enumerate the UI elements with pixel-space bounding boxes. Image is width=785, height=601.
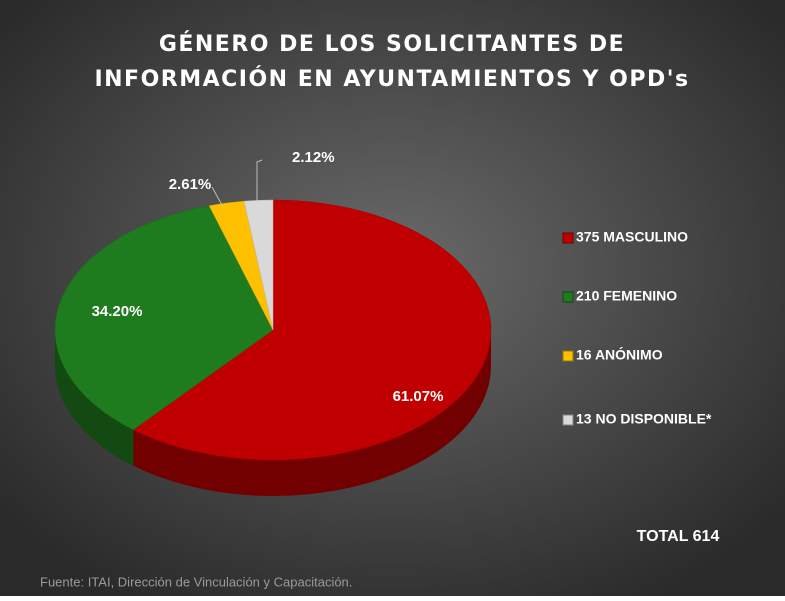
legend-label: 13 NO DISPONIBLE*	[576, 411, 712, 427]
total-annotation: TOTAL 614	[637, 528, 720, 545]
chart-title: GÉNERO DE LOS SOLICITANTES DE	[159, 31, 625, 57]
legend-swatch	[562, 291, 574, 303]
legend-label: 375 MASCULINO	[576, 229, 688, 245]
slice-side	[133, 330, 491, 497]
data-label: 2.12%	[292, 149, 335, 166]
leader-line	[256, 159, 263, 200]
legend-label: 210 FEMENINO	[576, 288, 677, 304]
legend-swatch	[562, 232, 574, 244]
source-note: Fuente: ITAI, Dirección de Vinculación y…	[40, 574, 352, 589]
data-label: 34.20%	[92, 303, 143, 320]
data-label: 61.07%	[393, 388, 444, 405]
legend-label: 16 ANÓNIMO	[576, 346, 663, 363]
legend-swatch	[562, 350, 574, 362]
slice	[54, 205, 274, 431]
slice	[243, 199, 274, 331]
data-label: 2.61%	[169, 176, 212, 193]
slice-side	[54, 330, 134, 466]
slice	[132, 199, 492, 461]
chart-title: INFORMACIÓN EN AYUNTAMIENTOS Y OPD's	[94, 66, 689, 92]
legend-swatch	[562, 414, 574, 426]
leader-line	[211, 186, 223, 206]
